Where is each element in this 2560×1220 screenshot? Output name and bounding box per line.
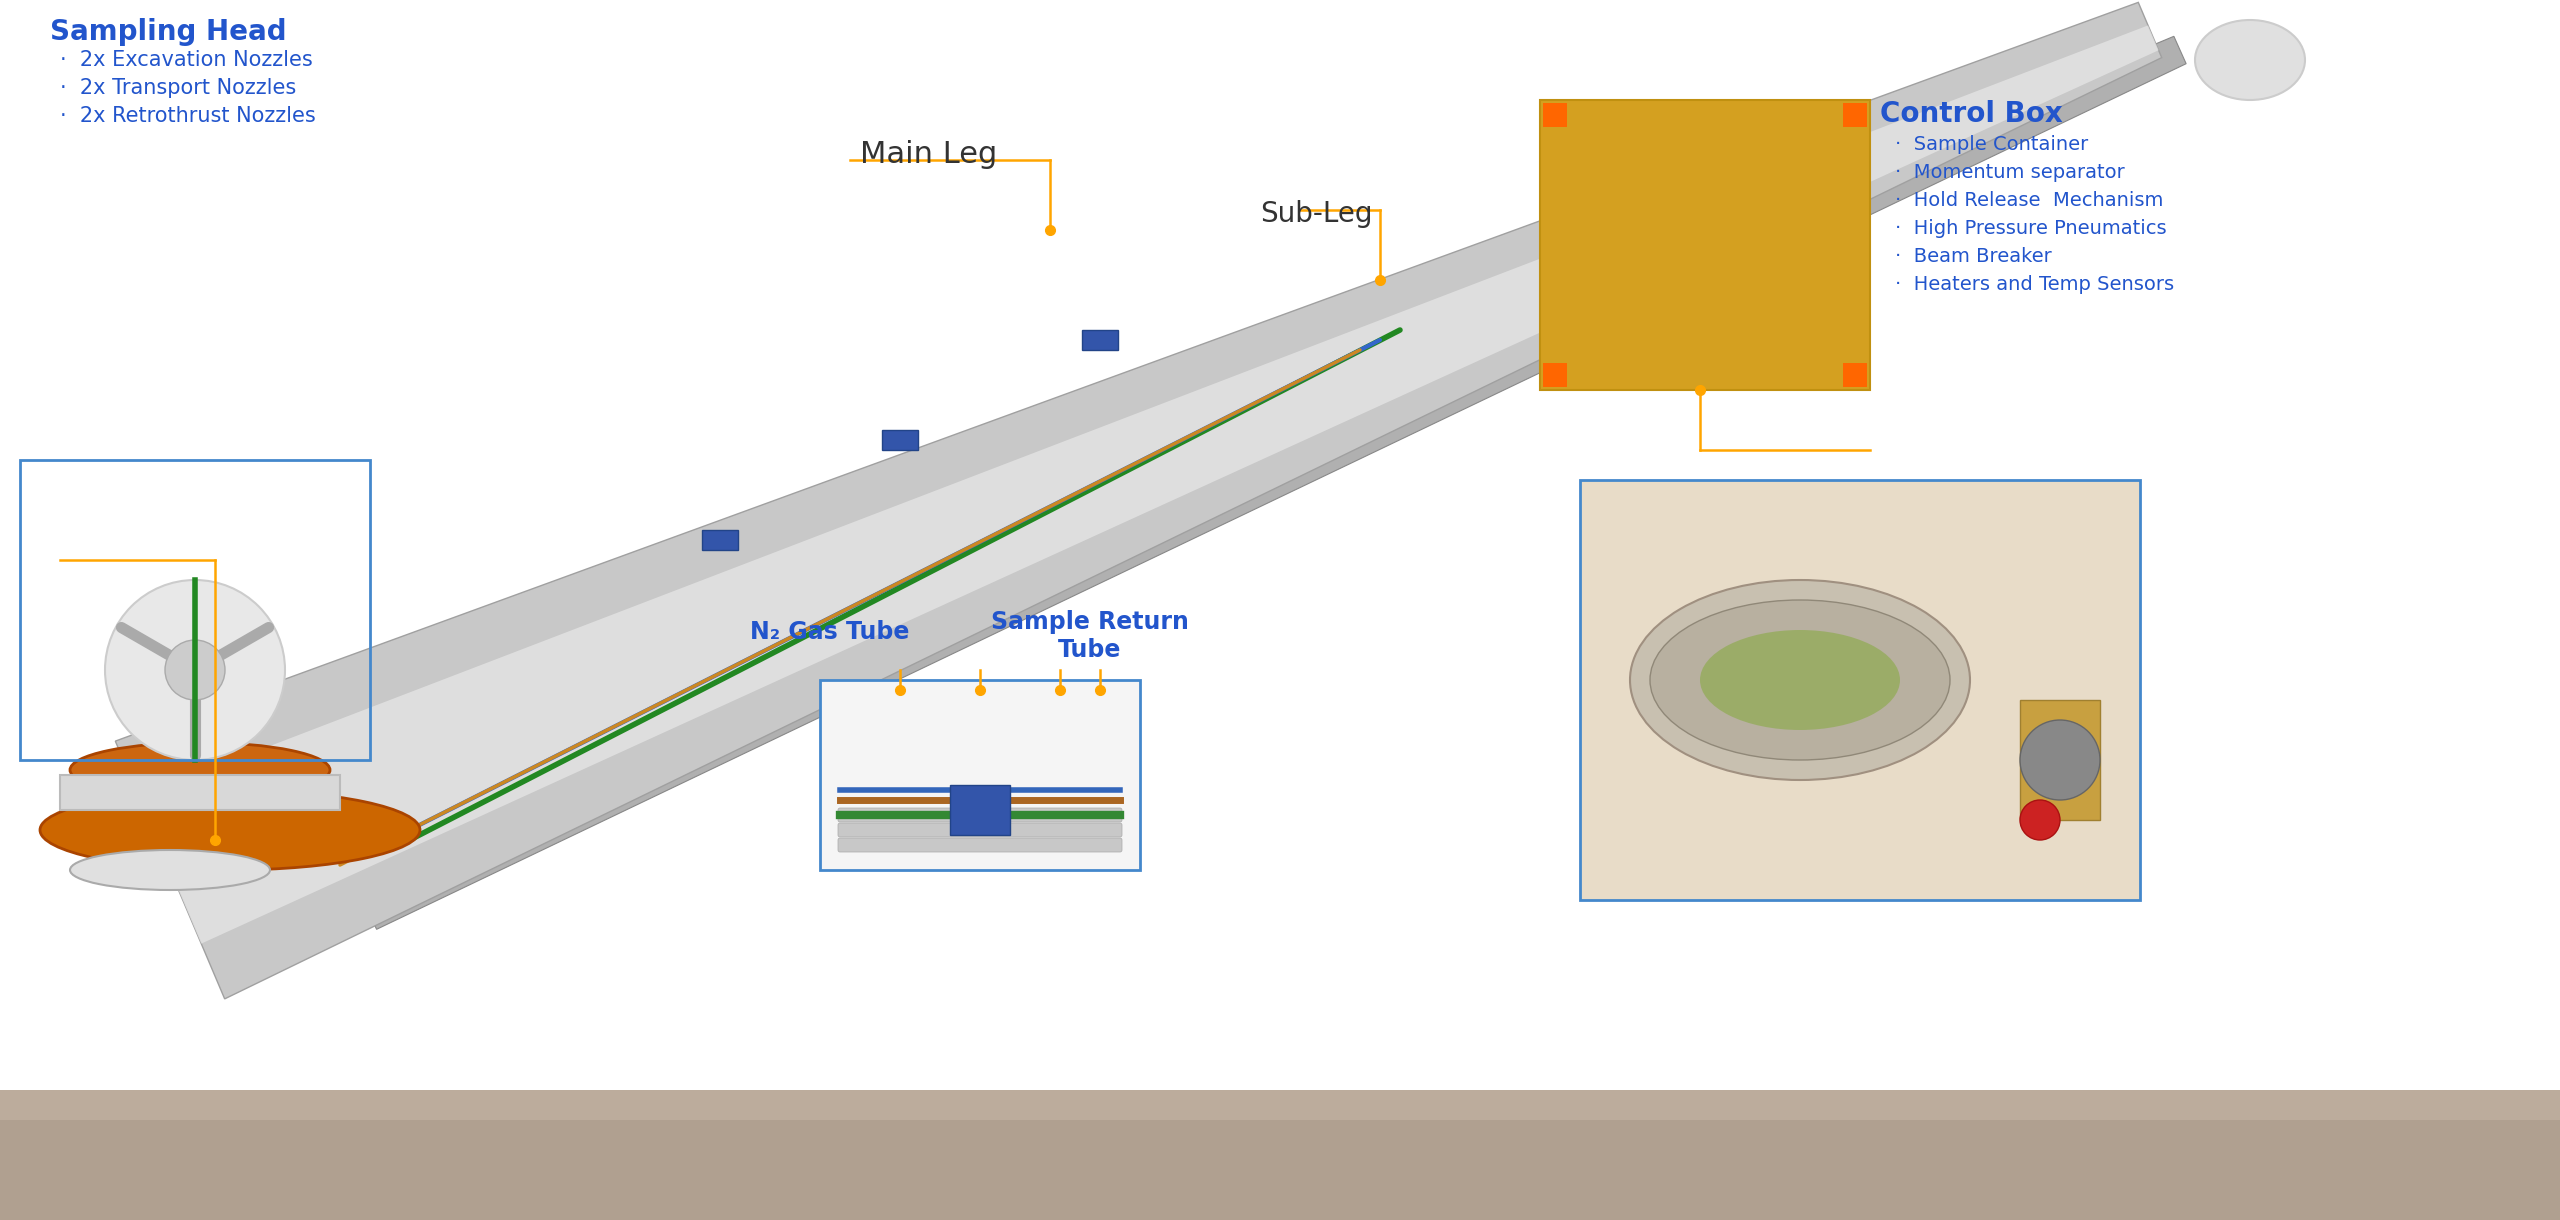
Ellipse shape [1700,630,1900,730]
Bar [0,1089,2560,1120]
Bar [1843,364,1866,387]
Text: ·  Heaters and Temp Sensors: · Heaters and Temp Sensors [1894,274,2173,294]
Bar [1083,329,1119,350]
Bar [819,680,1139,870]
Text: Control Box: Control Box [1879,100,2063,128]
Circle shape [2020,800,2061,841]
Bar [20,460,371,760]
Text: Main Leg: Main Leg [860,140,998,170]
Polygon shape [323,37,2186,930]
Bar [2020,700,2099,820]
Circle shape [2020,720,2099,800]
Bar [883,429,919,450]
Bar [1544,364,1567,387]
Bar [950,784,1011,834]
Polygon shape [115,2,2161,999]
Text: ·  2x Retrothrust Nozzles: · 2x Retrothrust Nozzles [59,106,315,126]
Text: ·  High Pressure Pneumatics: · High Pressure Pneumatics [1894,220,2166,238]
Text: Sampling Head: Sampling Head [51,18,287,46]
Bar [59,775,340,810]
Ellipse shape [41,791,420,870]
Ellipse shape [1651,600,1951,760]
Text: ·  Hold Release  Mechanism: · Hold Release Mechanism [1894,192,2163,210]
Circle shape [164,640,225,700]
Ellipse shape [1631,580,1971,780]
FancyBboxPatch shape [837,824,1121,837]
FancyBboxPatch shape [837,838,1121,852]
Text: ·  Sample Container: · Sample Container [1894,135,2089,154]
Ellipse shape [69,743,330,798]
Bar [1580,479,2140,900]
FancyBboxPatch shape [837,808,1121,822]
Circle shape [105,580,284,760]
Text: ·  Momentum separator: · Momentum separator [1894,163,2125,182]
Bar [0,1089,2560,1220]
Text: N₂ Gas Tube: N₂ Gas Tube [750,620,909,644]
Bar [1544,102,1567,127]
Ellipse shape [2194,20,2304,100]
Text: ·  2x Excavation Nozzles: · 2x Excavation Nozzles [59,50,312,70]
Text: ·  Beam Breaker: · Beam Breaker [1894,246,2051,266]
Ellipse shape [69,850,269,891]
Text: Sub-Leg: Sub-Leg [1260,200,1372,228]
Bar [1541,100,1869,390]
Text: Sample Return
Tube: Sample Return Tube [991,610,1188,661]
Bar [1843,102,1866,127]
Text: ·  2x Transport Nozzles: · 2x Transport Nozzles [59,78,297,98]
Polygon shape [138,26,2158,943]
Bar [701,529,737,550]
